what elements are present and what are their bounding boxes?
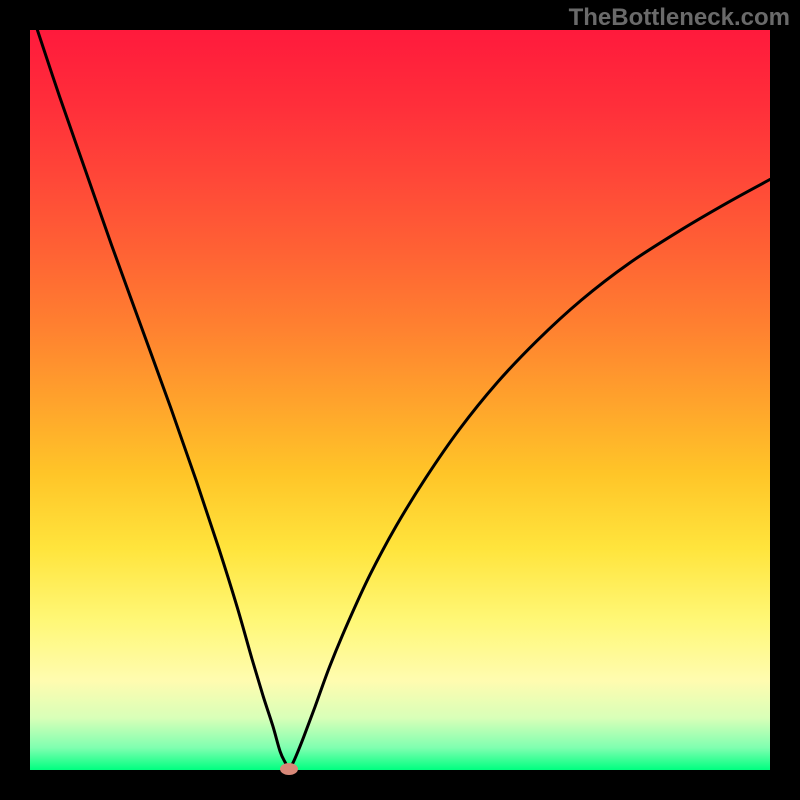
plot-area — [30, 30, 770, 770]
optimum-marker — [280, 763, 298, 775]
chart-container: TheBottleneck.com — [0, 0, 800, 800]
bottleneck-curve — [30, 30, 770, 770]
watermark-text: TheBottleneck.com — [569, 4, 790, 32]
